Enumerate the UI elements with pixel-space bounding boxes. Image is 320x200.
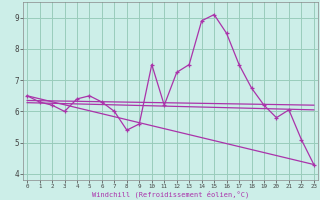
X-axis label: Windchill (Refroidissement éolien,°C): Windchill (Refroidissement éolien,°C) xyxy=(92,190,249,198)
